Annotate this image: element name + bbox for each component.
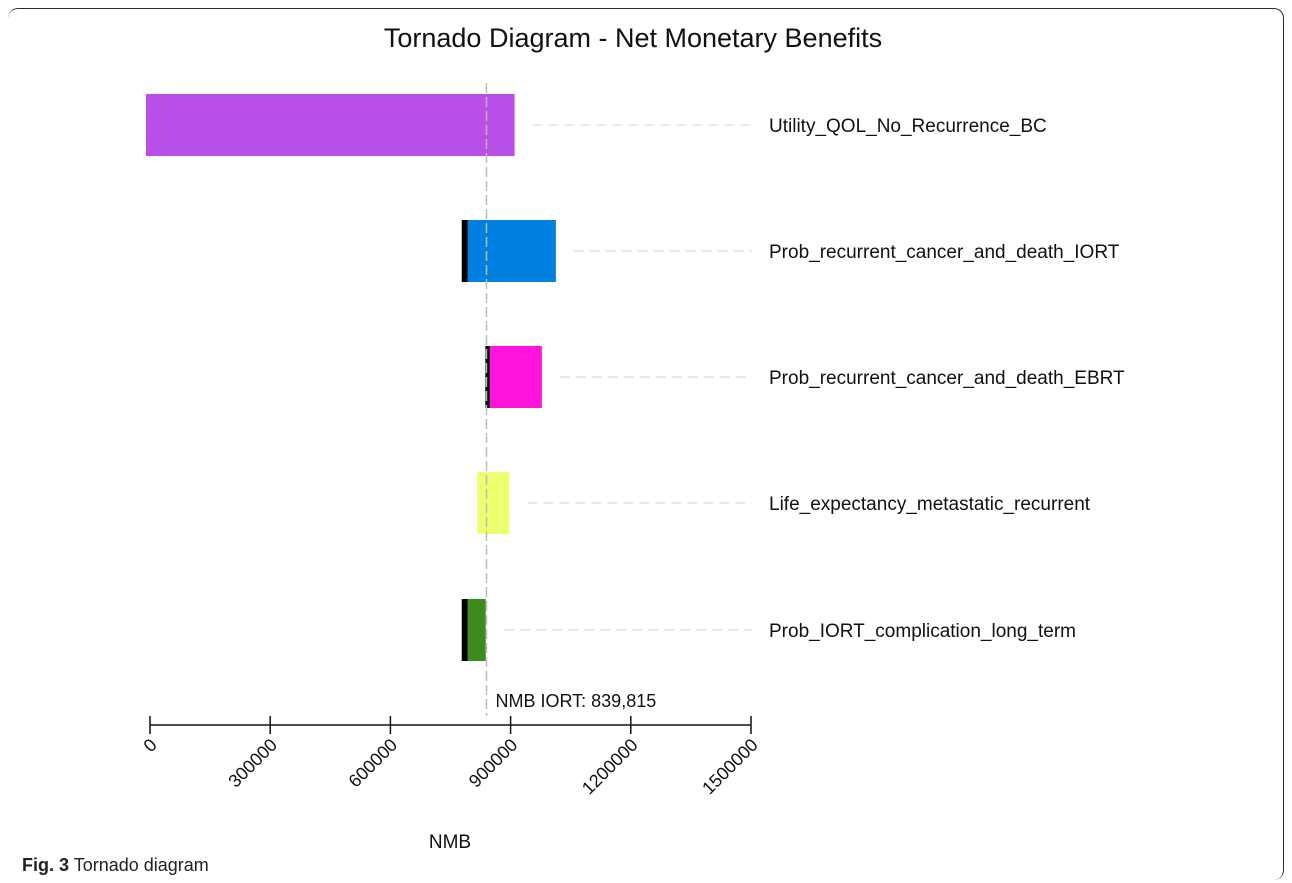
- bar-prob-recurrent-cancer-and-death-iort: [467, 220, 556, 282]
- bar-low-segment: [461, 599, 468, 661]
- x-tick-label: 900000: [465, 735, 522, 792]
- bar-utility-qol-no-recurrence-bc: [145, 94, 515, 156]
- bar-low-segment: [485, 346, 490, 408]
- x-tick-label: 1500000: [698, 735, 762, 799]
- x-axis-title: NMB: [429, 832, 471, 850]
- figure-frame: [8, 8, 1284, 880]
- category-label: Life_expectancy_metastatic_recurrent: [769, 494, 1091, 515]
- x-tick-label: 0: [140, 735, 161, 756]
- bar-prob-recurrent-cancer-and-death-ebrt: [489, 346, 542, 408]
- category-label: Prob_recurrent_cancer_and_death_IORT: [769, 242, 1120, 263]
- bar-life-expectancy-metastatic-recurrent: [477, 472, 510, 534]
- category-label: Prob_IORT_complication_long_term: [769, 621, 1076, 642]
- bar-low-segment: [461, 220, 468, 282]
- figure-number: Fig. 3: [22, 855, 70, 875]
- x-tick-label: 600000: [345, 735, 402, 792]
- bar-prob-iort-complication-long-term: [467, 599, 486, 661]
- category-label: Utility_QOL_No_Recurrence_BC: [769, 116, 1047, 137]
- tornado-chart: Tornado Diagram - Net Monetary Benefits …: [140, 23, 1125, 850]
- chart-title: Tornado Diagram - Net Monetary Benefits: [384, 23, 882, 53]
- caption-text: Tornado diagram: [73, 855, 209, 875]
- figure-caption: Fig. 3 Tornado diagram: [22, 855, 209, 876]
- x-tick-label: 300000: [224, 735, 281, 792]
- reference-label: NMB IORT: 839,815: [495, 691, 656, 711]
- x-tick-label: 1200000: [578, 735, 642, 799]
- category-label: Prob_recurrent_cancer_and_death_EBRT: [769, 368, 1125, 389]
